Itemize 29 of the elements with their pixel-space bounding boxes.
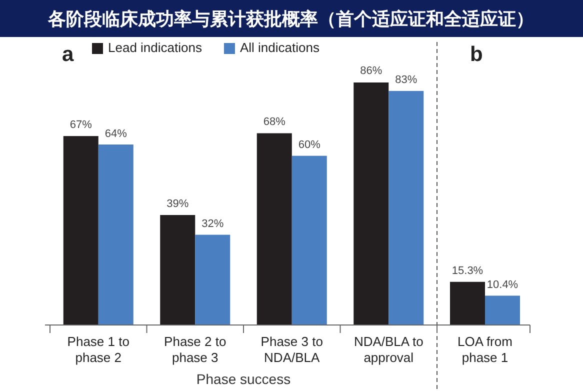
- bar: [354, 82, 389, 325]
- data-label: 10.4%: [486, 278, 518, 291]
- data-label: 15.3%: [452, 264, 484, 277]
- text: b: [470, 43, 483, 67]
- chart-title: 各阶段临床成功率与累计获批概率（首个适应证和全适应证）: [48, 8, 534, 31]
- legend-label: All indications: [240, 40, 320, 55]
- x-tick-label: NDA/BLA to approval: [352, 334, 424, 366]
- bar: [98, 144, 134, 325]
- data-label: 86%: [360, 65, 382, 78]
- data-label: 60%: [298, 138, 320, 151]
- bar: [256, 133, 292, 325]
- data-label: 32%: [202, 218, 224, 230]
- x-tick-label: LOA from phase 1: [456, 334, 514, 366]
- bar: [388, 90, 424, 325]
- bar: [63, 136, 98, 325]
- x-tick-label: Phase 1 to phase 2: [66, 334, 130, 366]
- x-axis-title: Phase success: [196, 371, 291, 387]
- data-label: 68%: [263, 116, 286, 128]
- text: a: [62, 43, 74, 67]
- data-label: 64%: [104, 128, 127, 140]
- data-label: 67%: [70, 119, 92, 132]
- bar: [160, 215, 196, 325]
- data-label: 39%: [166, 198, 189, 210]
- bar: [292, 156, 327, 325]
- legend-label: Lead indications: [108, 40, 202, 55]
- data-label: 83%: [395, 74, 418, 86]
- bar: [195, 234, 230, 325]
- x-tick-label: Phase 2 to phase 3: [163, 334, 228, 366]
- x-tick-label: Phase 3 to NDA/BLA: [260, 334, 324, 366]
